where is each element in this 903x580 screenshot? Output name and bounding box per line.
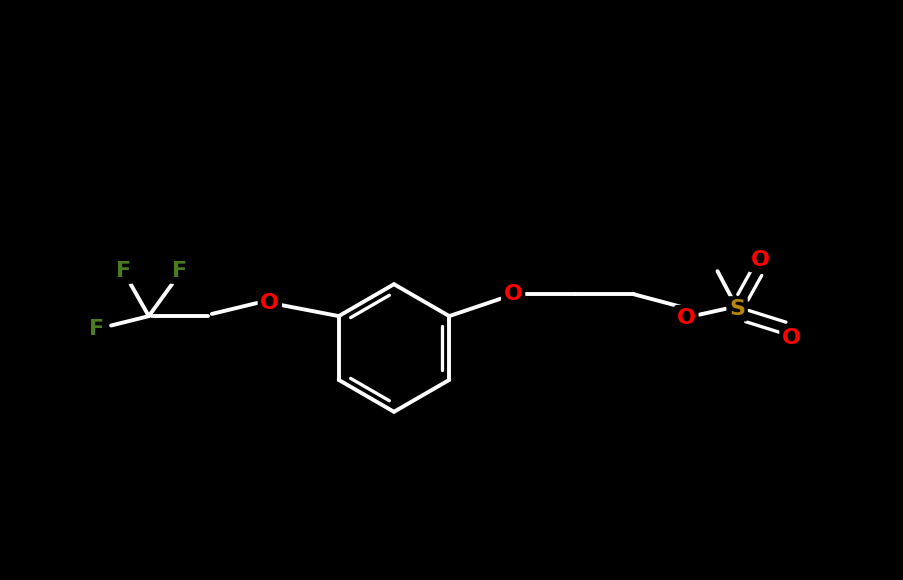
Text: S: S: [729, 299, 744, 319]
Text: O: O: [781, 328, 800, 348]
Text: F: F: [116, 261, 131, 281]
Text: F: F: [172, 261, 187, 281]
Text: O: O: [503, 284, 522, 304]
Text: O: O: [260, 293, 279, 313]
Text: O: O: [750, 249, 769, 270]
Text: O: O: [676, 307, 695, 328]
Text: F: F: [88, 319, 104, 339]
